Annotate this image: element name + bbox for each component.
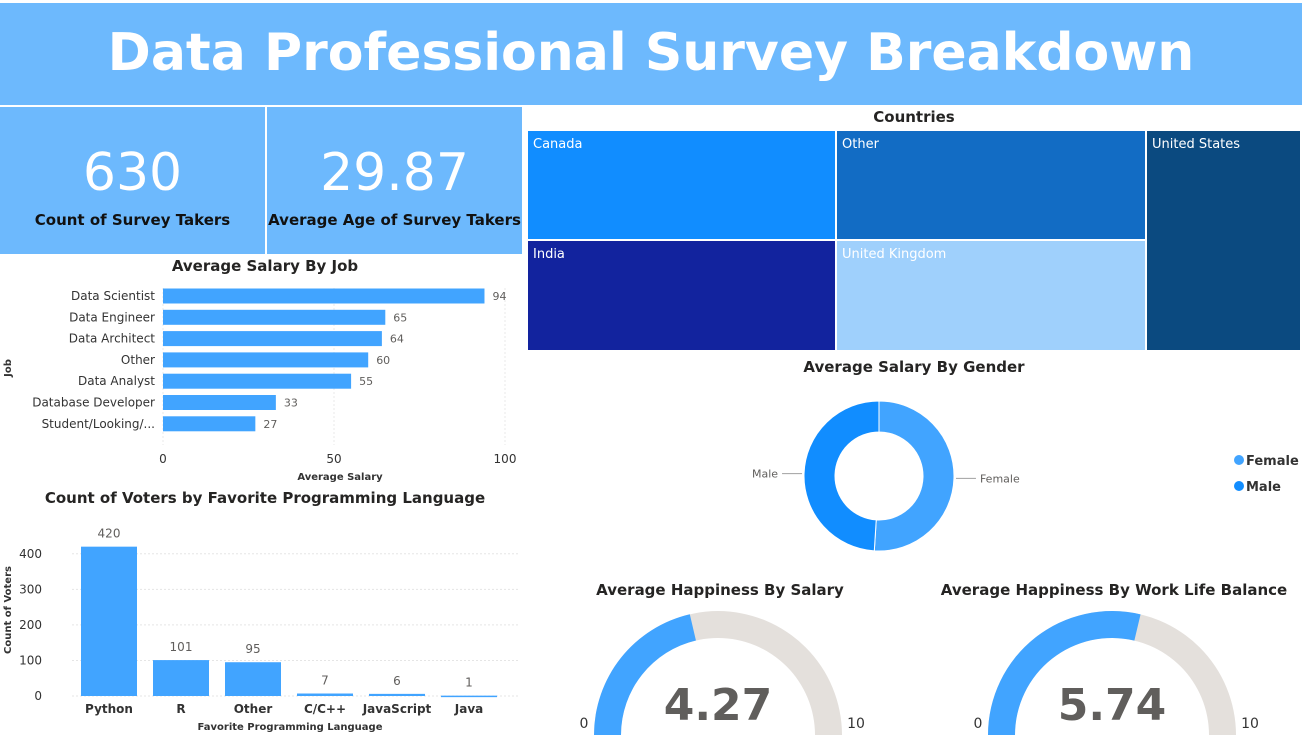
bar: [441, 695, 497, 698]
treemap-label: Canada: [533, 137, 583, 152]
category-label: Data Architect: [69, 332, 156, 346]
language-chart: 0 100 200 300 400 420 Python 101 R 95 Other 7 C/C++ 6…: [3, 527, 520, 733]
treemap-cell-united-states[interactable]: United States: [1146, 130, 1301, 351]
tick-label: 300: [19, 582, 42, 596]
bar: [163, 352, 369, 368]
bar: [153, 660, 209, 696]
category-label: Student/Looking/...: [42, 417, 155, 431]
category-label: Database Developer: [32, 396, 155, 410]
treemap-cell-canada[interactable]: Canada: [527, 130, 836, 240]
legend-marker: [1234, 455, 1244, 465]
bar: [81, 546, 137, 696]
category-label: C/C++: [304, 702, 346, 716]
bar: [163, 309, 386, 325]
data-label: 33: [284, 397, 298, 410]
salary-by-gender-chart: Female Male Female Male: [752, 400, 1299, 552]
salary-by-gender-title: Average Salary By Gender: [803, 358, 1025, 376]
category-label: Python: [85, 702, 133, 716]
kpi-card-age[interactable]: 29.87 Average Age of Survey Takers: [267, 107, 522, 254]
treemap-label: Other: [842, 137, 879, 152]
data-label: 420: [98, 527, 121, 541]
gauge-min-label: 0: [974, 716, 983, 732]
legend-marker: [1234, 481, 1244, 491]
data-label: 64: [390, 333, 404, 346]
data-label: 6: [393, 674, 401, 688]
slice-label: Female: [980, 472, 1020, 485]
category-label: Data Analyst: [78, 374, 155, 388]
treemap-cell-india[interactable]: India: [527, 240, 836, 351]
data-label: 95: [245, 642, 260, 656]
data-label: 27: [263, 418, 277, 431]
happiness-salary-title: Average Happiness By Salary: [596, 581, 844, 599]
category-label: Data Scientist: [71, 289, 155, 303]
donut-slice: [873, 400, 955, 552]
bar: [297, 693, 353, 696]
data-label: 7: [321, 674, 329, 688]
tick-label: 50: [326, 452, 341, 466]
category-label: Data Engineer: [69, 310, 155, 324]
gauge-fill: [594, 614, 696, 735]
tick-label: 0: [159, 452, 167, 466]
happiness-worklife-gauge: 5.74 0 10: [974, 611, 1259, 735]
data-label: 1: [465, 676, 473, 690]
bar: [163, 395, 276, 410]
category-label: R: [176, 702, 185, 716]
x-axis-title: Average Salary: [297, 472, 383, 483]
salary-by-job-chart: Data Scientist 94 Data Engineer 65 Data Arch…: [3, 288, 517, 483]
data-label: 65: [393, 311, 407, 324]
treemap-label: United States: [1152, 137, 1241, 152]
kpi-age-value: 29.87: [320, 143, 469, 203]
x-axis-title: Favorite Programming Language: [198, 722, 383, 733]
tick-label: 100: [494, 452, 517, 466]
gauge-fill: [988, 611, 1141, 735]
y-axis-title: Job: [3, 359, 14, 378]
data-label: 55: [359, 375, 373, 388]
bar: [163, 288, 485, 304]
bar: [163, 416, 256, 432]
category-label: JavaScript: [362, 702, 432, 716]
legend-label: Female: [1246, 454, 1299, 469]
data-label: 94: [492, 290, 506, 303]
happiness-worklife-title: Average Happiness By Work Life Balance: [940, 581, 1288, 599]
data-label: 101: [170, 640, 193, 654]
header-banner: Data Professional Survey Breakdown: [0, 3, 1302, 105]
y-axis-title: Count of Voters: [3, 566, 14, 654]
treemap-cell-united-kingdom[interactable]: United Kingdom: [836, 240, 1146, 351]
treemap-label: United Kingdom: [842, 247, 947, 262]
salary-by-job-title: Average Salary By Job: [171, 257, 359, 275]
language-chart-title: Count of Voters by Favorite Programming …: [44, 489, 486, 507]
gauge-value: 5.74: [1058, 680, 1167, 731]
gauge-value: 4.27: [664, 680, 773, 731]
kpi-count-label: Count of Survey Takers: [34, 211, 231, 229]
gauge-max-label: 10: [1241, 716, 1259, 732]
tick-label: 200: [19, 618, 42, 632]
category-label: Java: [454, 702, 483, 716]
treemap-cell-other[interactable]: Other: [836, 130, 1146, 240]
slice-label: Male: [752, 468, 778, 481]
tick-label: 100: [19, 653, 42, 667]
gauge-max-label: 10: [847, 716, 865, 732]
kpi-card-count[interactable]: 630 Count of Survey Takers: [0, 107, 265, 254]
category-label: Other: [121, 353, 155, 367]
gauge-min-label: 0: [580, 716, 589, 732]
legend-label: Male: [1246, 480, 1281, 495]
data-label: 60: [376, 354, 390, 367]
treemap-label: India: [533, 247, 565, 262]
happiness-salary-gauge: 4.27 0 10: [580, 611, 865, 735]
tick-label: 400: [19, 547, 42, 561]
bar: [369, 693, 425, 696]
tick-label: 0: [34, 689, 42, 703]
bar: [225, 662, 281, 696]
kpi-count-value: 630: [82, 143, 183, 203]
category-label: Other: [234, 702, 273, 716]
bar: [163, 331, 382, 347]
countries-title: Countries: [873, 108, 955, 126]
kpi-age-label: Average Age of Survey Takers: [268, 211, 521, 229]
bar: [163, 373, 352, 389]
donut-slice: [803, 400, 880, 552]
page-title: Data Professional Survey Breakdown: [107, 23, 1195, 83]
